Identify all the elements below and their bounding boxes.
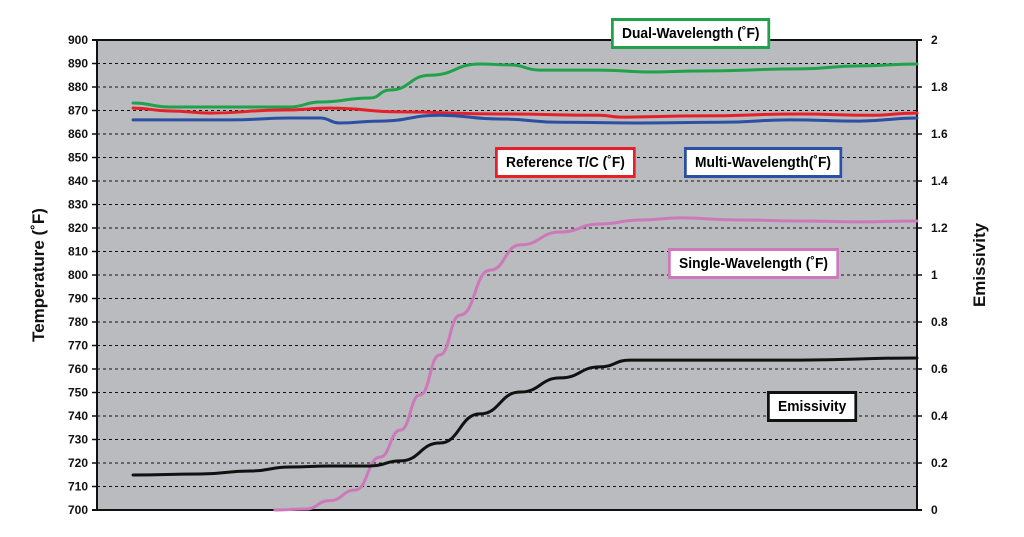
y-tick-label: 790	[68, 292, 88, 306]
y2-tick-label: 1	[931, 268, 938, 282]
y-tick-label: 760	[68, 362, 88, 376]
y-tick-label: 730	[68, 433, 88, 447]
legend-dual-wavelength: Dual-Wavelength (˚F)	[611, 18, 771, 49]
series-line-dual-wavelength-f	[131, 62, 919, 109]
legend-emissivity: Emissivity	[767, 391, 858, 422]
y-tick-label: 740	[68, 409, 88, 423]
y2-tick-label: 1.4	[931, 174, 948, 188]
y2-tick-label: 1.6	[931, 127, 948, 141]
y-tick-label: 850	[68, 151, 88, 165]
y-tick-label: 830	[68, 198, 88, 212]
y2-tick-label: 1.2	[931, 221, 948, 235]
y2-tick-label: 0.6	[931, 362, 948, 376]
y2-tick-label: 0.4	[931, 409, 948, 423]
y-tick-label: 750	[68, 386, 88, 400]
y-tick-label: 880	[68, 80, 88, 94]
legend-reference-tc: Reference T/C (˚F)	[495, 147, 636, 178]
y-tick-label: 770	[68, 339, 88, 353]
y-tick-label: 840	[68, 174, 88, 188]
y2-axis-title: Emissivity	[970, 222, 989, 307]
y-tick-label: 700	[68, 503, 88, 517]
y-axis-title: Temperature (˚F)	[29, 208, 48, 342]
series-line-multi-wavelength-f	[131, 113, 919, 125]
y-tick-label: 820	[68, 221, 88, 235]
y-tick-label: 870	[68, 104, 88, 118]
legend-single-wavelength: Single-Wavelength (˚F)	[668, 248, 840, 279]
series-line-emissivity	[131, 356, 919, 477]
y2-tick-label: 0.8	[931, 315, 948, 329]
y2-tick-label: 1.8	[931, 80, 948, 94]
y2-tick-label: 0	[931, 503, 938, 517]
series-line-single-wavelength-f	[273, 216, 919, 512]
y-tick-label: 860	[68, 127, 88, 141]
y2-tick-label: 0.2	[931, 456, 948, 470]
y-tick-label: 890	[68, 57, 88, 71]
y-tick-label: 800	[68, 268, 88, 282]
y-tick-label: 900	[68, 33, 88, 47]
y2-tick-label: 2	[931, 33, 938, 47]
series-line-reference-t-c-f	[131, 106, 919, 119]
y-tick-label: 710	[68, 480, 88, 494]
y-tick-label: 780	[68, 315, 88, 329]
legend-multi-wavelength: Multi-Wavelength(˚F)	[684, 147, 843, 178]
y-tick-label: 720	[68, 456, 88, 470]
y-tick-label: 810	[68, 245, 88, 259]
